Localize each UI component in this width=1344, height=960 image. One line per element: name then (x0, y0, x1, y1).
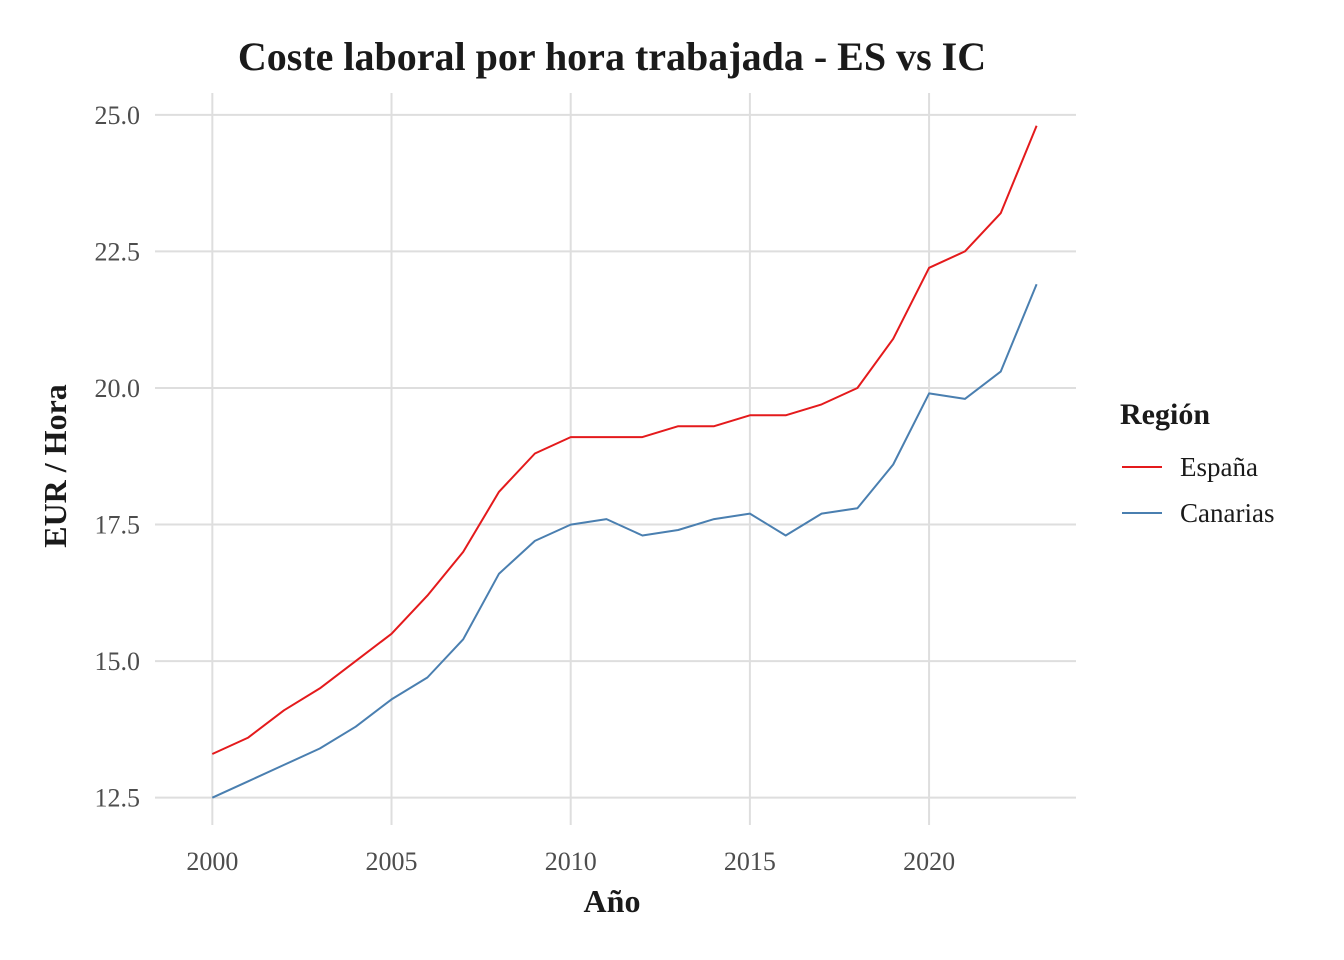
legend-label: Canarias (1180, 498, 1274, 528)
legend-items: España Canarias (1122, 452, 1274, 528)
legend: Región España Canarias (1120, 398, 1274, 528)
x-tick-label: 2020 (903, 847, 955, 876)
x-tick-label: 2005 (366, 847, 418, 876)
series-line-españa (211, 125, 1038, 755)
y-axis-title: EUR / Hora (37, 384, 73, 548)
y-tick-label: 17.5 (95, 511, 141, 540)
x-tick-label: 2015 (724, 847, 776, 876)
y-tick-label: 22.5 (95, 237, 141, 266)
x-tick-label: 2000 (186, 847, 238, 876)
y-tick-label: 20.0 (95, 374, 141, 403)
grid (155, 93, 1076, 825)
series-lines (211, 125, 1038, 799)
y-tick-label: 25.0 (95, 101, 141, 130)
x-axis-title: Año (584, 883, 641, 919)
legend-label: España (1180, 452, 1258, 482)
y-tick-label: 12.5 (95, 784, 141, 813)
tick-labels: 12.5 15.0 17.5 20.0 22.5 25.0 2000 2005 2010 2015… (95, 101, 956, 876)
chart-title: Coste laboral por hora trabajada - ES vs… (238, 34, 986, 79)
series-line-canarias (211, 283, 1038, 799)
x-tick-label: 2010 (545, 847, 597, 876)
y-tick-label: 15.0 (95, 647, 141, 676)
legend-title: Región (1120, 398, 1210, 431)
